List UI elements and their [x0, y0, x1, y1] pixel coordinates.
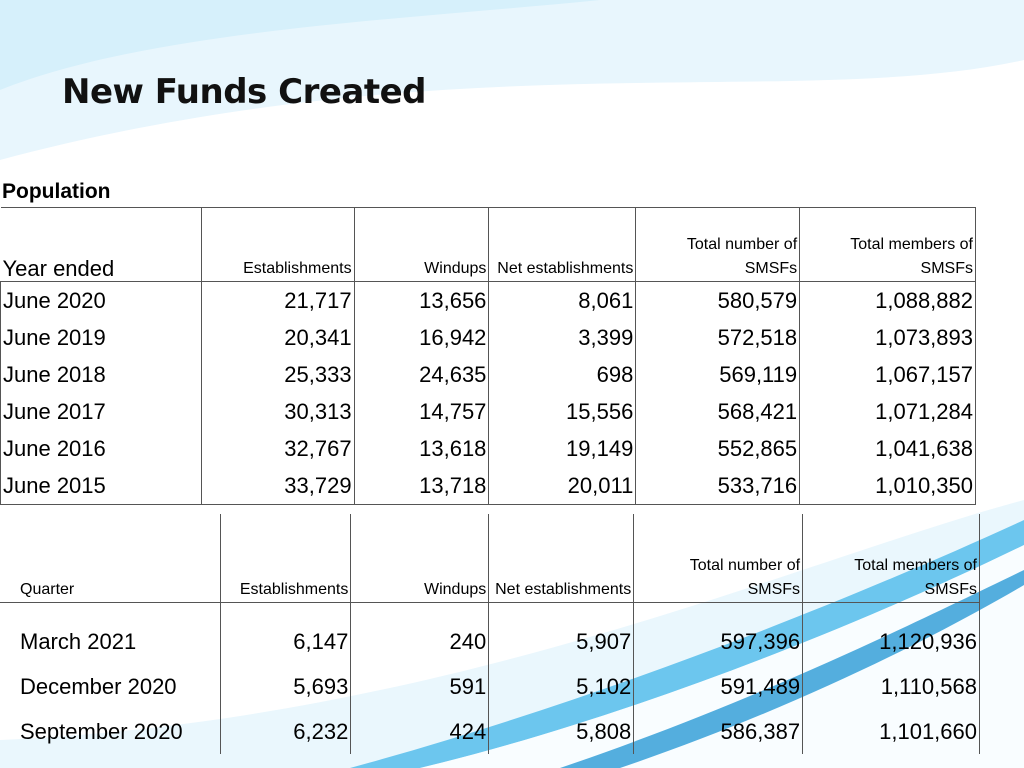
table-cell: 591: [350, 664, 489, 709]
table-cell: 5,693: [220, 664, 351, 709]
table-cell: 20,011: [488, 467, 636, 505]
table-cell: 586,387: [633, 709, 803, 754]
table-cell: 3,399: [488, 319, 636, 356]
table-cell: 1,071,284: [799, 393, 976, 430]
population-table: Year ended Establishments Windups Net es…: [0, 207, 976, 505]
table-cell: 1,120,936: [802, 602, 980, 664]
quarterly-table: Quarter Establishments Windups Net estab…: [0, 514, 980, 754]
column-header-year-ended: Year ended: [0, 207, 202, 282]
table-cell: 1,073,893: [799, 319, 976, 356]
table-cell: 1,041,638: [799, 430, 976, 467]
table-cell: 14,757: [353, 393, 489, 430]
column-header-net-establishments: Net establishments: [488, 207, 636, 282]
table-cell: 13,656: [353, 281, 489, 319]
table-cell: 19,149: [488, 430, 636, 467]
table-cell: March 2021: [20, 628, 137, 654]
table-cell: 13,718: [353, 467, 489, 505]
table-cell: June 2017: [0, 393, 202, 430]
table-cell: December 2020: [20, 673, 177, 699]
table-cell: 5,808: [488, 709, 634, 754]
table-cell: June 2016: [0, 430, 202, 467]
column-header-quarter: Quarter: [0, 514, 221, 603]
table-cell: 21,717: [200, 281, 355, 319]
column-header-establishments: Establishments: [200, 207, 355, 282]
column-header-net-establishments: Net establishments: [488, 514, 634, 603]
table-cell: 1,067,157: [799, 356, 976, 393]
table-cell: June 2020: [0, 281, 202, 319]
column-header-total-smsfs: Total number of SMSFs: [633, 514, 803, 603]
table-cell: 580,579: [635, 281, 800, 319]
column-header-total-members: Total members of SMSFs: [799, 207, 976, 282]
table-cell: 597,396: [633, 602, 803, 664]
table-cell: 8,061: [488, 281, 636, 319]
table-row: June 2016 32,767 13,618 19,149 552,865 1…: [0, 430, 976, 467]
table-row: March 2021 6,147 240 5,907 597,396 1,120…: [0, 602, 980, 664]
table-cell: 1,110,568: [802, 664, 980, 709]
table-cell: 16,942: [353, 319, 489, 356]
table-header-row: Quarter Establishments Windups Net estab…: [0, 514, 980, 603]
table-cell: 591,489: [633, 664, 803, 709]
table-row: December 2020 5,693 591 5,102 591,489 1,…: [0, 664, 980, 709]
table-cell: 552,865: [635, 430, 800, 467]
table-cell: 20,341: [200, 319, 355, 356]
table-row: September 2020 6,232 424 5,808 586,387 1…: [0, 709, 980, 754]
population-section-label: Population: [2, 180, 111, 203]
column-header-windups: Windups: [350, 514, 489, 603]
table-cell: 13,618: [353, 430, 489, 467]
table-cell: 569,119: [635, 356, 800, 393]
table-cell: September 2020: [20, 718, 183, 744]
column-header-establishments: Establishments: [220, 514, 351, 603]
table-row: June 2017 30,313 14,757 15,556 568,421 1…: [0, 393, 976, 430]
table-cell: 25,333: [200, 356, 355, 393]
table-cell: 533,716: [635, 467, 800, 505]
table-cell: June 2018: [0, 356, 202, 393]
table-row: June 2019 20,341 16,942 3,399 572,518 1,…: [0, 319, 976, 356]
table-cell: 30,313: [200, 393, 355, 430]
table-cell: June 2015: [0, 467, 202, 505]
table-cell: 6,232: [220, 709, 351, 754]
table-cell: 568,421: [635, 393, 800, 430]
table-cell: 1,101,660: [802, 709, 980, 754]
table-row: June 2020 21,717 13,656 8,061 580,579 1,…: [0, 281, 976, 319]
table-cell: 32,767: [200, 430, 355, 467]
table-cell: 1,010,350: [799, 467, 976, 505]
table-row: June 2018 25,333 24,635 698 569,119 1,06…: [0, 356, 976, 393]
table-cell: 240: [350, 602, 489, 664]
table-cell: 15,556: [488, 393, 636, 430]
table-cell: 5,102: [488, 664, 634, 709]
table-row: June 2015 33,729 13,718 20,011 533,716 1…: [0, 467, 976, 505]
table-cell: 572,518: [635, 319, 800, 356]
table-cell: 424: [350, 709, 489, 754]
table-cell: 1,088,882: [799, 281, 976, 319]
table-cell: 33,729: [200, 467, 355, 505]
table-cell: 24,635: [353, 356, 489, 393]
table-cell: 5,907: [488, 602, 634, 664]
table-cell: 698: [488, 356, 636, 393]
table-cell: 6,147: [220, 602, 351, 664]
page-title: New Funds Created: [62, 72, 427, 112]
table-cell: June 2019: [0, 319, 202, 356]
column-header-total-members: Total members of SMSFs: [802, 514, 980, 603]
column-header-total-smsfs: Total number of SMSFs: [635, 207, 800, 282]
column-header-windups: Windups: [353, 207, 489, 282]
table-header-row: Year ended Establishments Windups Net es…: [0, 207, 976, 282]
